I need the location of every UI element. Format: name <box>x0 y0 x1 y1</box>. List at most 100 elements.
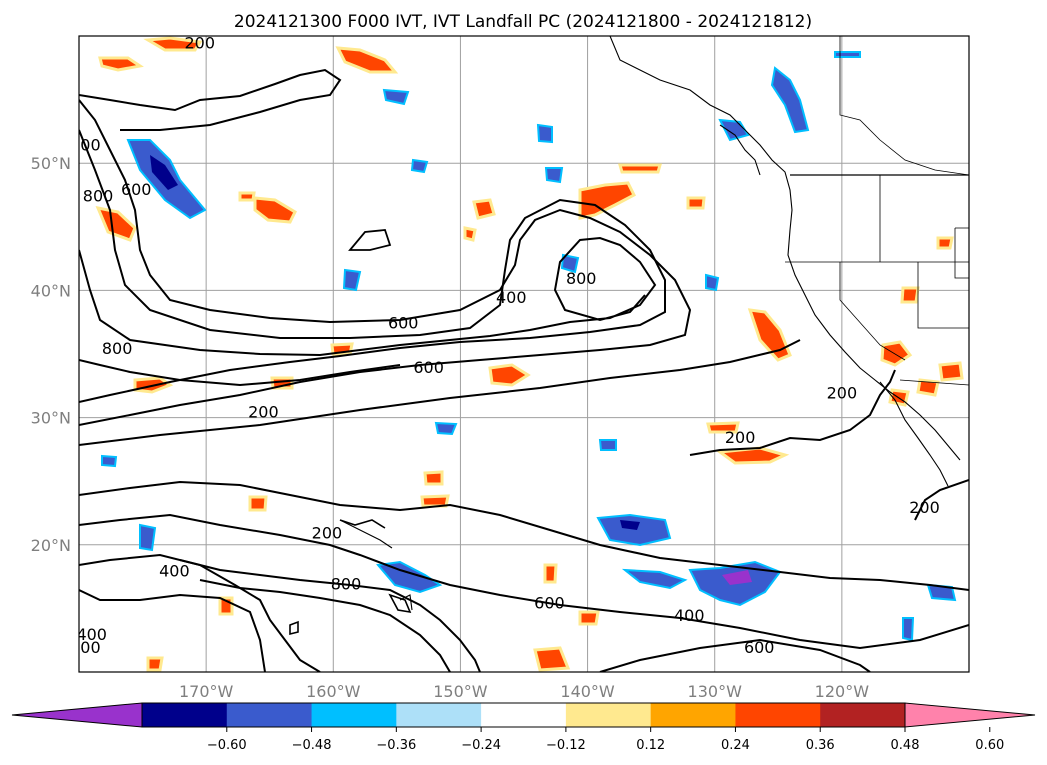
pos-anomaly-patch <box>253 196 297 224</box>
lon-tick-label: 170°W <box>179 682 234 701</box>
neg-anomaly-patch <box>834 51 861 58</box>
neg-anomaly-patch <box>544 167 564 184</box>
contour-label: 400 <box>70 638 101 657</box>
contour-label: 800 <box>83 186 114 205</box>
pos-anomaly-patch <box>916 378 940 397</box>
colorbar-segment <box>142 703 228 727</box>
colorbar-tick-label: −0.12 <box>546 738 586 753</box>
contour-label: 200 <box>312 523 343 542</box>
contour-label: 400 <box>674 606 705 625</box>
lon-tick-label: 160°W <box>306 682 361 701</box>
pos-anomaly-patch <box>900 286 920 304</box>
pos-anomaly-patch <box>618 163 662 174</box>
neg-anomaly-patch <box>598 439 617 451</box>
contour-label: 600 <box>744 638 775 657</box>
contour-label: 200 <box>248 403 279 422</box>
contour-label: 200 <box>70 135 101 154</box>
contour-label: 600 <box>413 358 444 377</box>
contour-label: 800 <box>566 269 597 288</box>
pos-anomaly-patch <box>146 656 164 672</box>
colorbar-tick-label: −0.60 <box>207 738 247 753</box>
neg-anomaly-patch <box>560 253 580 274</box>
neg-anomaly-patch <box>621 568 688 590</box>
lat-tick-label: 40°N <box>31 281 71 300</box>
colorbar-segment <box>226 703 313 727</box>
neg-anomaly-patch <box>705 273 720 292</box>
contour-label: 200 <box>909 498 940 517</box>
pos-anomaly-patch <box>578 610 600 626</box>
colorbar-segment <box>396 703 482 727</box>
ivt-contours <box>79 68 969 672</box>
colorbar-tick-label: 0.60 <box>975 738 1004 753</box>
colorbar-frame <box>141 702 906 728</box>
pos-anomaly-patch <box>533 646 571 672</box>
colorbar-tick-label: −0.48 <box>292 738 332 753</box>
pos-anomaly-patch <box>420 494 450 508</box>
neg-anomaly-core <box>620 520 640 530</box>
neg-anomaly-patch <box>410 158 429 174</box>
neg-anomaly-patch <box>902 617 915 642</box>
contour-label: 200 <box>827 384 858 403</box>
pos-anomaly-patch <box>747 308 792 362</box>
pos-anomaly-patch <box>143 36 203 52</box>
colorbar-segment <box>650 703 736 727</box>
colorbar-tick-label: 0.48 <box>891 738 920 753</box>
pos-anomaly-patch <box>335 46 399 74</box>
pos-anomaly-patch <box>686 196 706 210</box>
lon-tick-label: 120°W <box>815 682 870 701</box>
pos-anomaly-patch <box>423 470 444 486</box>
pos-anomaly-patch <box>543 563 558 584</box>
pos-anomaly-patch <box>578 181 636 220</box>
pos-anomaly-patch <box>938 361 964 382</box>
neg-anomaly-patch <box>101 454 118 468</box>
colorbar-segment <box>820 703 906 727</box>
ivt-landfall-pc-fill <box>95 36 964 672</box>
colorbar-tick-label: −0.24 <box>461 738 501 753</box>
contour-label: 400 <box>159 562 190 581</box>
colorbar-segment <box>565 703 652 727</box>
neg-anomaly-core <box>150 155 178 190</box>
lon-tick-label: 140°W <box>560 682 615 701</box>
pos-anomaly-patch <box>248 495 268 512</box>
contour-label: 600 <box>121 180 152 199</box>
lat-tick-label: 20°N <box>31 536 71 555</box>
longitude-tick-labels: 170°W 160°W 150°W 140°W 130°W 120°W <box>179 682 869 701</box>
colorbar: −0.60 −0.48 −0.36 −0.24 −0.12 0.12 0.24 0.36 0.4… <box>11 702 1036 753</box>
neg-anomaly-patch <box>139 523 157 552</box>
pos-anomaly-patch <box>472 198 496 220</box>
map-frame <box>78 35 970 673</box>
neg-anomaly-patch <box>536 123 553 144</box>
colorbar-extend-high <box>904 702 1036 728</box>
neg-anomaly-core <box>722 570 752 585</box>
contour-labels: 2002002002002002002004004004004006006006… <box>70 34 940 657</box>
latitude-tick-labels: 50°N 40°N 30°N 20°N <box>31 154 71 555</box>
map-title: 2024121300 F000 IVT, IVT Landfall PC (20… <box>234 12 812 32</box>
colorbar-tick-label: 0.12 <box>636 738 665 753</box>
coastlines-and-borders <box>339 36 969 611</box>
colorbar-tick-label: −0.36 <box>376 738 416 753</box>
pos-anomaly-patch <box>98 56 144 72</box>
pos-anomaly-patch <box>95 205 137 242</box>
colorbar-tick-label: 0.36 <box>806 738 835 753</box>
contour-label: 200 <box>185 34 216 53</box>
contour-label: 400 <box>76 625 107 644</box>
pos-anomaly-patch <box>706 421 740 434</box>
contour-label: 600 <box>388 314 419 333</box>
contour-label: 800 <box>331 574 362 593</box>
neg-anomaly-patch <box>434 421 458 436</box>
map-area <box>79 36 969 672</box>
colorbar-extend-low <box>11 702 143 728</box>
contour-label: 800 <box>102 339 133 358</box>
lat-tick-label: 50°N <box>31 154 71 173</box>
contour-label: 600 <box>534 593 565 612</box>
pos-anomaly-patch <box>463 226 477 242</box>
lat-tick-label: 30°N <box>31 409 71 428</box>
pos-anomaly-patch <box>936 236 954 250</box>
contour-label: 200 <box>725 428 756 447</box>
contour-label: 400 <box>496 288 527 307</box>
colorbar-segment <box>735 703 821 727</box>
colorbar-segment <box>481 703 567 727</box>
neg-anomaly-patch <box>596 513 672 547</box>
pos-anomaly-patch <box>488 363 531 387</box>
